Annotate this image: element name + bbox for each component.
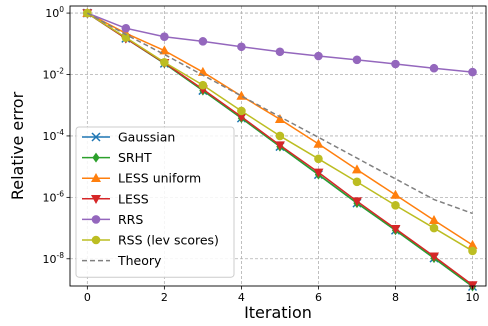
x-tick-label: 8 xyxy=(392,291,399,304)
data-point xyxy=(275,131,285,141)
x-tick-label: 6 xyxy=(315,291,322,304)
x-tick-label: 4 xyxy=(238,291,245,304)
x-axis-title: Iteration xyxy=(244,303,312,322)
data-point xyxy=(274,141,285,151)
data-point xyxy=(160,32,169,42)
data-point xyxy=(313,138,324,148)
y-tick-label: 10-4 xyxy=(43,128,65,143)
legend-marker xyxy=(91,195,101,204)
legend-label: RRS xyxy=(118,212,143,227)
data-point xyxy=(160,57,169,67)
data-point xyxy=(314,154,323,164)
data-point xyxy=(159,45,170,55)
legend-marker xyxy=(91,215,101,224)
data-point xyxy=(121,33,131,42)
data-point xyxy=(237,42,246,52)
data-point xyxy=(237,106,246,116)
data-point xyxy=(429,252,439,262)
data-point xyxy=(198,37,208,46)
legend: Gaussian SRHT LESS uniform LESS RRS RSS (lev … xyxy=(75,126,235,278)
data-point xyxy=(351,164,362,174)
x-tick-label: 10 xyxy=(466,291,480,304)
data-point xyxy=(351,197,362,207)
legend-label: LESS xyxy=(118,191,149,206)
data-point xyxy=(83,8,92,18)
legend-label: Gaussian xyxy=(118,130,175,145)
data-point xyxy=(274,114,285,124)
legend-item-theory: Theory xyxy=(82,253,162,268)
data-point xyxy=(198,80,208,90)
data-point xyxy=(468,67,477,77)
data-point xyxy=(314,51,323,61)
data-point xyxy=(275,47,285,57)
data-point xyxy=(468,246,477,256)
data-point xyxy=(429,63,439,73)
data-point xyxy=(390,189,401,199)
data-point xyxy=(467,239,478,249)
legend-box xyxy=(75,126,235,278)
data-point xyxy=(352,177,362,187)
legend-label: Theory xyxy=(117,253,162,268)
x-tick-label: 2 xyxy=(161,291,168,304)
legend-marker xyxy=(91,173,101,182)
series-rss-lev-scores xyxy=(83,8,477,256)
data-point xyxy=(391,59,400,69)
legend-label: SRHT xyxy=(118,150,152,165)
legend-marker xyxy=(91,132,101,142)
data-point xyxy=(352,55,362,65)
legend-item-gaussian: Gaussian xyxy=(82,130,175,145)
data-point xyxy=(121,23,131,33)
data-point xyxy=(429,215,439,225)
data-point xyxy=(391,201,400,210)
y-tick-label: 10-6 xyxy=(43,189,65,204)
y-axis-title: Relative error xyxy=(8,91,27,200)
series-theory xyxy=(86,12,473,215)
legend-item-less: LESS xyxy=(82,191,149,206)
y-tick-label: 100 xyxy=(45,5,64,20)
plot-frame xyxy=(69,5,487,287)
legend-item-less-uniform: LESS uniform xyxy=(82,171,201,186)
y-axis: 100 10-2 10-4 10-6 10-8 xyxy=(43,5,70,266)
series-line xyxy=(86,12,473,215)
y-tick-label: 10-2 xyxy=(43,67,65,82)
data-point xyxy=(313,168,324,178)
data-point xyxy=(390,224,401,234)
series-layer xyxy=(82,7,478,292)
legend-label: LESS uniform xyxy=(118,171,201,186)
data-point xyxy=(429,223,439,233)
legend-item-rss-lev-scores: RSS (lev scores) xyxy=(82,233,219,248)
legend-item-srht: SRHT xyxy=(82,150,152,165)
y-tick-label: 10-8 xyxy=(43,251,65,266)
x-tick-label: 0 xyxy=(84,291,91,304)
x-axis: 0 2 4 6 8 10 xyxy=(84,286,480,304)
legend-marker xyxy=(92,152,100,163)
legend-item-rrs: RRS xyxy=(82,212,143,227)
data-point xyxy=(236,112,247,122)
legend-label: RSS (lev scores) xyxy=(118,233,219,248)
legend-marker xyxy=(91,235,101,245)
